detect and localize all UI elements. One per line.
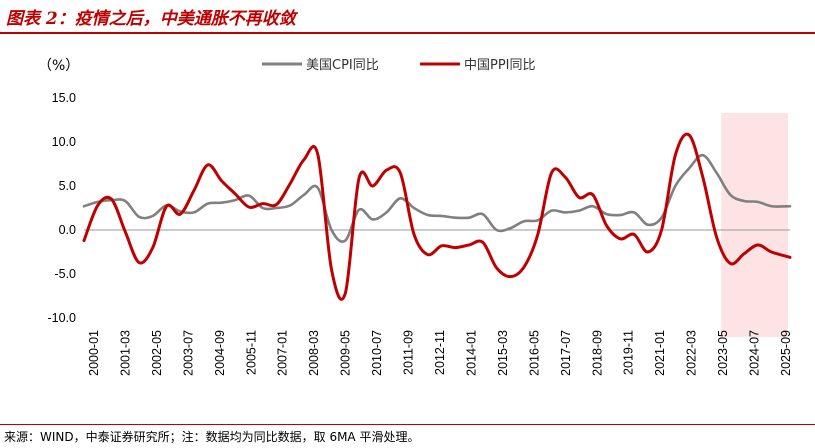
legend: 美国CPI同比 中国PPI同比 xyxy=(262,58,536,73)
y-axis-unit: （%） xyxy=(38,58,79,74)
legend-label: 美国CPI同比 xyxy=(306,58,379,73)
x-tick-label: 2001-03 xyxy=(118,330,132,376)
y-tick-label: 5.0 xyxy=(59,179,76,193)
y-tick-label: 15.0 xyxy=(52,91,76,105)
x-tick-label: 2022-03 xyxy=(685,330,699,376)
y-tick-label: -10.0 xyxy=(48,311,77,325)
y-tick-label: 0.0 xyxy=(59,223,76,237)
footer-divider xyxy=(0,424,815,425)
chart-title: 图表 2：疫情之后，中美通胀不再收敛 xyxy=(6,9,296,29)
x-tick-label: 2004-09 xyxy=(213,330,227,376)
series-line-china-ppi xyxy=(82,132,792,301)
x-tick-label: 2014-01 xyxy=(464,330,478,376)
x-tick-label: 2012-11 xyxy=(433,330,447,375)
title-divider xyxy=(0,32,815,34)
x-tick-label: 2016-05 xyxy=(527,330,541,376)
x-tick-label: 2002-05 xyxy=(150,330,164,376)
x-tick-label: 2003-07 xyxy=(181,330,195,376)
x-tick-label: 2009-05 xyxy=(339,330,353,376)
x-tick-label: 2007-01 xyxy=(276,330,290,376)
x-tick-label: 2021-01 xyxy=(653,330,667,376)
x-tick-label: 2015-03 xyxy=(496,330,510,376)
series-line-us-cpi xyxy=(82,153,792,243)
x-tick-label: 2010-07 xyxy=(370,330,384,376)
x-tick-label: 2019-11 xyxy=(622,330,636,375)
x-axis: 2000-01 2001-03 2002-05 2003-07 2004-09 2005-… xyxy=(84,229,793,376)
highlight-region xyxy=(721,113,788,337)
chart-canvas: 美国CPI同比 中国PPI同比 （%） 15.0 10.0 5.0 0.0 -5.0 -10… xyxy=(38,58,793,376)
y-axis: 15.0 10.0 5.0 0.0 -5.0 -10.0 xyxy=(48,91,77,325)
x-tick-label: 2005-11 xyxy=(244,330,258,375)
source-note: 来源：WIND，中泰证券研究所；注：数据均为同比数据，取 6MA 平滑处理。 xyxy=(4,430,420,444)
x-tick-label: 2017-07 xyxy=(559,330,573,376)
legend-label: 中国PPI同比 xyxy=(464,58,536,73)
x-tick-label: 2000-01 xyxy=(87,330,101,376)
y-tick-label: -5.0 xyxy=(54,267,76,281)
x-tick-label: 2023-05 xyxy=(716,330,730,376)
series-group xyxy=(82,132,792,301)
x-tick-label: 2024-07 xyxy=(748,330,762,376)
x-tick-label: 2025-09 xyxy=(779,330,793,376)
x-tick-label: 2018-09 xyxy=(590,330,604,376)
y-tick-label: 10.0 xyxy=(52,135,76,149)
x-tick-label: 2011-09 xyxy=(402,330,416,375)
x-tick-label: 2008-03 xyxy=(307,330,321,376)
